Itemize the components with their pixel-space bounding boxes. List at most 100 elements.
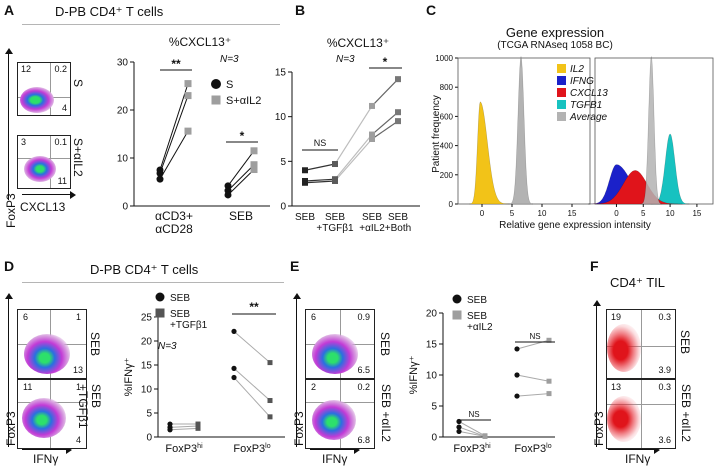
legend-marker-s-aIL2 <box>211 95 221 105</box>
flow-quadrant-tr: 0.1 <box>54 137 67 147</box>
legend-label: S <box>226 79 233 91</box>
y-axis-title: Patient frequency <box>431 95 442 173</box>
x-tick-label: 5 <box>641 209 646 218</box>
flow-quadrant-tr: 1 <box>75 382 81 392</box>
panel-label-c: C <box>426 2 437 18</box>
flow-quadrant-br: 4 <box>75 435 81 445</box>
pair-line <box>516 374 550 382</box>
flow-d-y-arrow <box>8 297 9 447</box>
flow-f-y-arrow <box>596 304 597 447</box>
series-line <box>304 180 336 184</box>
significance-label: * <box>383 55 388 69</box>
x-category-label: SEB +αIL2 <box>359 212 385 234</box>
pair-line <box>458 421 486 437</box>
x-category-label: SEB +Both <box>385 212 411 234</box>
y-tick-label: 600 <box>440 112 454 121</box>
x-tick-label: 10 <box>538 209 547 218</box>
legend-label: IFNG <box>570 76 594 87</box>
significance-label: NS <box>314 138 327 148</box>
x-tick-label: 15 <box>568 209 577 218</box>
flow-quadrant-tl: 19 <box>611 312 622 322</box>
legend-label: SEB <box>467 295 487 306</box>
series-line <box>304 163 336 171</box>
flow-quadrant-tr: 0.3 <box>658 312 671 322</box>
y-tick-label: 0 <box>122 202 128 213</box>
data-point-seb <box>456 428 462 435</box>
x-tick-label: 5 <box>510 209 515 218</box>
y-tick-label: 10 <box>141 385 153 396</box>
legend-swatch <box>557 88 566 97</box>
flow-plot-a1: 12 0.2 4 <box>17 62 71 116</box>
legend-swatch <box>557 76 566 85</box>
y-tick-label: 400 <box>440 142 454 151</box>
legend-marker-s <box>211 79 221 89</box>
flow-quadrant-tr: 0.2 <box>54 64 67 74</box>
data-point-treated <box>546 378 552 384</box>
legend-label: CXCL13 <box>570 88 608 99</box>
panel-label-a: A <box>4 2 15 18</box>
y-tick-label: 0 <box>449 200 454 209</box>
flow-a-y-arrow <box>8 52 9 200</box>
flow-density-blob <box>607 324 641 372</box>
panel-label-e: E <box>290 258 300 274</box>
data-point-seb <box>514 346 520 352</box>
y-tick-label: 30 <box>117 58 129 69</box>
y-tick-label: 5 <box>431 402 437 413</box>
y-tick-label: 0 <box>146 433 152 444</box>
y-tick-label: 0 <box>280 202 286 213</box>
y-tick-label: 5 <box>280 157 286 168</box>
legend-marker-treated <box>452 310 462 320</box>
data-point-s <box>156 169 164 177</box>
legend-marker-seb <box>452 294 462 304</box>
flow-e-x-label: IFNγ <box>322 452 348 466</box>
data-point-treated <box>195 425 201 431</box>
y-tick-label: 200 <box>440 171 454 180</box>
significance-label: * <box>240 129 245 143</box>
series-line <box>334 138 373 182</box>
legend-label: SEB +TGFβ1 <box>170 309 208 331</box>
flow-a-y-label: FoxP3 <box>4 193 18 228</box>
flow-quadrant-tr: 0.2 <box>357 382 370 392</box>
data-point <box>395 76 401 83</box>
x-category-label: FoxP3lo <box>233 443 270 455</box>
flow-e2-condition: SEB +αIL2 <box>379 384 393 442</box>
data-point-treated <box>482 433 488 439</box>
data-point <box>395 109 401 116</box>
pair-line <box>458 426 486 437</box>
data-point-treated <box>267 398 273 404</box>
y-tick-label: 15 <box>141 361 153 372</box>
x-tick-label: 0 <box>614 209 619 218</box>
pair-line <box>169 427 199 431</box>
y-tick-label: 20 <box>117 106 129 117</box>
y-tick-label: 10 <box>275 112 287 123</box>
legend-marker-seb <box>155 292 165 302</box>
flow-f1-condition: SEB <box>678 330 692 355</box>
panel-a-header: D-PB CD4⁺ T cells <box>55 4 164 19</box>
flow-quadrant-br: 4 <box>61 103 67 113</box>
flow-a-x-label: CXCL13 <box>20 200 66 214</box>
flow-density-blob <box>24 334 70 374</box>
flow-e1-condition: SEB <box>378 332 392 357</box>
flow-e-y-label: FoxP3 <box>292 411 306 446</box>
flow-quadrant-tl: 6 <box>23 312 29 322</box>
flow-quadrant-tl: 11 <box>23 382 33 392</box>
density-cxcl13 <box>588 170 683 205</box>
density-average <box>508 56 534 205</box>
pair-line <box>233 367 271 401</box>
data-point-treated <box>546 391 552 397</box>
data-point <box>369 102 375 109</box>
flow-f-x-label: IFNγ <box>625 452 651 466</box>
flow-density-blob <box>22 398 66 438</box>
density-average <box>640 56 663 205</box>
x-tick-label: 0 <box>480 209 485 218</box>
flow-quadrant-tl: 12 <box>21 64 32 74</box>
flow-plot-f1: 19 0.3 3.9 <box>606 309 676 379</box>
series-line <box>371 111 399 135</box>
flow-quadrant-tr: 0.3 <box>658 382 671 392</box>
flow-a-x-arrow <box>22 194 72 195</box>
data-point-treated <box>267 414 273 420</box>
data-point-s <box>224 191 232 199</box>
flow-density-blob <box>20 87 54 113</box>
